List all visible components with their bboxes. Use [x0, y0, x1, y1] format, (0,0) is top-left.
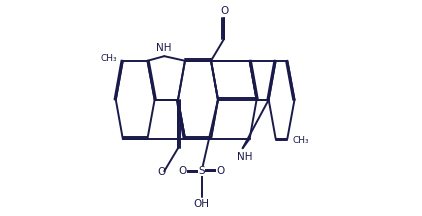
Text: CH₃: CH₃ [293, 136, 309, 145]
Text: O: O [221, 6, 229, 16]
Text: S: S [198, 166, 205, 176]
Text: CH₃: CH₃ [101, 54, 117, 63]
Text: OH: OH [194, 199, 210, 209]
Text: O: O [157, 167, 165, 177]
Text: NH: NH [157, 43, 172, 53]
Text: O: O [216, 166, 225, 176]
Text: O: O [179, 166, 187, 176]
Text: NH: NH [237, 152, 253, 162]
